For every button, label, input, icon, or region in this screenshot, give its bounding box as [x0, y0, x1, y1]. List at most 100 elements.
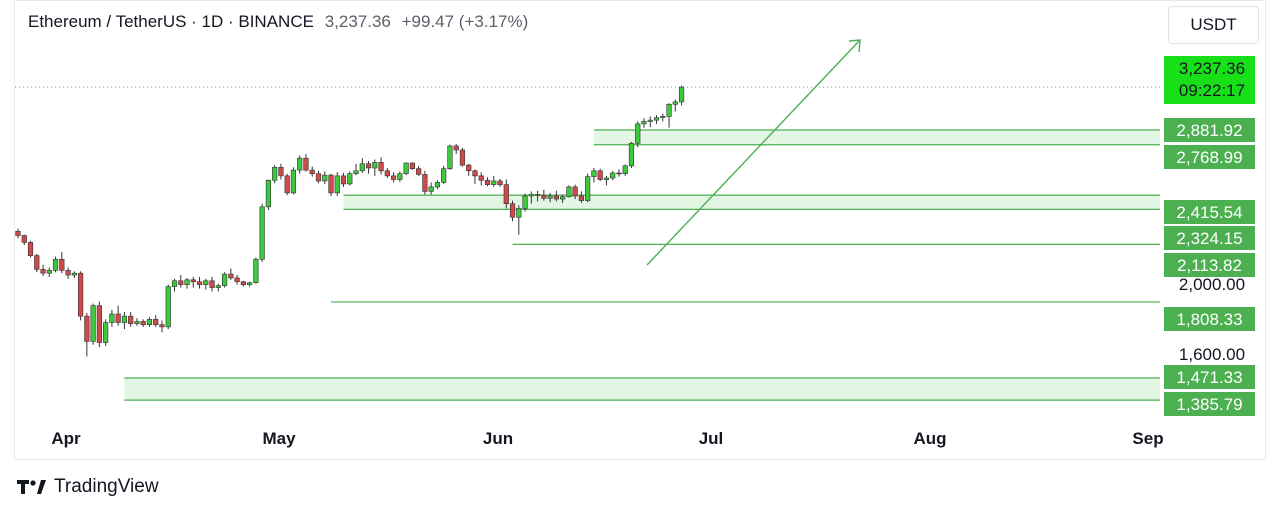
- candle-body: [121, 315, 128, 323]
- candle-body: [78, 272, 84, 317]
- current-price-bg: [1164, 56, 1255, 104]
- candle-body: [234, 277, 240, 283]
- candle-body: [322, 174, 328, 182]
- price-label-text: 1,385.79: [1176, 395, 1242, 414]
- candle-body: [522, 195, 528, 209]
- candle-body: [340, 175, 347, 185]
- support-zone: [124, 378, 1160, 401]
- candle: [71, 271, 77, 278]
- candle: [96, 301, 102, 348]
- candle: [484, 177, 491, 187]
- tradingview-logo-icon: [17, 480, 46, 494]
- tradingview-footer: TradingView: [16, 476, 159, 498]
- time-tick-label: Sep: [1132, 429, 1163, 448]
- candle: [278, 163, 284, 180]
- candle-body: [140, 321, 146, 326]
- candle: [653, 115, 660, 124]
- candle-body: [21, 235, 27, 243]
- candle: [409, 162, 415, 171]
- candle: [234, 275, 240, 285]
- candle-body: [497, 180, 503, 185]
- candle-body: [34, 255, 40, 270]
- candle: [328, 173, 334, 196]
- candle: [447, 144, 453, 171]
- price-level-label: 2,415.54: [1164, 200, 1255, 224]
- candle-body: [347, 173, 353, 185]
- candle-body: [503, 184, 509, 205]
- candle-body: [303, 157, 309, 171]
- candle: [603, 175, 610, 186]
- candle-body: [209, 280, 215, 288]
- candle: [434, 180, 441, 190]
- candle-body: [484, 179, 491, 185]
- candle: [497, 178, 503, 187]
- candle: [203, 278, 209, 290]
- candle-body: [315, 173, 322, 182]
- currency-button[interactable]: USDT: [1168, 6, 1259, 44]
- candle-body: [390, 175, 397, 180]
- price-level-label: 2,324.15: [1164, 226, 1255, 250]
- candle: [416, 165, 422, 176]
- price-label-bg: [1164, 392, 1255, 416]
- price-label-bg: [1164, 253, 1255, 277]
- candle: [290, 167, 297, 195]
- candle-body: [65, 270, 71, 276]
- symbol-title: Ethereum / TetherUS · 1D · BINANCE: [28, 12, 314, 31]
- candle-body: [71, 272, 77, 276]
- price-label-bg: [1164, 145, 1255, 169]
- candle-body: [40, 269, 46, 274]
- support-zone: [343, 195, 1160, 210]
- candle: [21, 234, 27, 246]
- price-label-text: 1,471.33: [1176, 368, 1242, 387]
- price-level-label: 2,768.99: [1164, 145, 1255, 169]
- candle: [322, 171, 328, 184]
- candle: [171, 278, 178, 292]
- candle-body: [372, 162, 378, 169]
- candle: [209, 276, 215, 292]
- candle-body: [353, 170, 359, 174]
- candle-body: [228, 273, 234, 279]
- candle: [566, 185, 572, 198]
- candle-body: [459, 149, 466, 166]
- candle-body: [610, 172, 616, 179]
- price-level-label: 1,808.33: [1164, 307, 1255, 331]
- candle-body: [416, 168, 422, 175]
- candle-body: [541, 194, 547, 199]
- candle-body: [560, 196, 566, 200]
- candle-body: [128, 315, 134, 324]
- candle: [253, 257, 259, 284]
- price-label-bg: [1164, 307, 1255, 331]
- candle-body: [365, 163, 372, 169]
- candle: [347, 171, 353, 186]
- price-label-bg: [1164, 200, 1255, 224]
- candle-body: [84, 315, 90, 342]
- candle-body: [591, 170, 597, 177]
- candle-body: [309, 169, 315, 174]
- candle-body: [428, 186, 434, 192]
- price-label-bg: [1164, 118, 1255, 142]
- candle: [90, 303, 96, 345]
- candle-body: [27, 242, 34, 256]
- candle-body: [153, 319, 159, 326]
- chart-header: Ethereum / TetherUS · 1D · BINANCE 3,237…: [28, 12, 528, 32]
- candle-body: [278, 166, 284, 177]
- candle: [503, 179, 509, 209]
- candle: [635, 121, 641, 148]
- candle: [27, 240, 34, 258]
- candle: [228, 268, 234, 280]
- candle-body: [203, 280, 209, 285]
- candle: [184, 277, 190, 289]
- candle-body: [585, 176, 591, 201]
- current-price-text: 3,237.36: [1179, 59, 1245, 78]
- candle: [65, 267, 71, 279]
- candle-body: [403, 162, 409, 174]
- candle: [340, 172, 347, 187]
- candle-body: [647, 119, 653, 122]
- candle-body: [272, 166, 278, 181]
- trend-arrow-head: [848, 39, 861, 53]
- candle: [334, 172, 340, 196]
- price-label-text: 2,415.54: [1176, 203, 1242, 222]
- candle-body: [516, 208, 522, 218]
- candle: [516, 205, 522, 235]
